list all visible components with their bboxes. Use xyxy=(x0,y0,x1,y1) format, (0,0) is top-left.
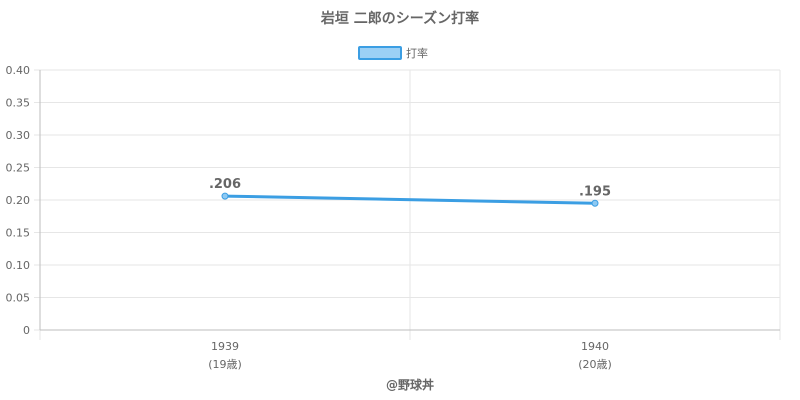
x-tick-sublabel: (20歳) xyxy=(578,358,612,371)
y-tick-label: 0.20 xyxy=(6,194,31,207)
footer-credit: @野球丼 xyxy=(386,377,434,392)
series-line xyxy=(224,194,596,205)
y-tick-label: 0 xyxy=(23,324,30,337)
legend-label: 打率 xyxy=(406,46,428,60)
y-tick-label: 0.15 xyxy=(6,227,31,240)
grid xyxy=(34,69,781,340)
y-tick-label: 0.05 xyxy=(6,292,31,305)
y-tick-label: 0.35 xyxy=(6,97,31,110)
y-tick-label: 0.40 xyxy=(6,64,31,77)
data-label: .206 xyxy=(209,177,241,192)
data-label: .195 xyxy=(579,184,611,199)
axes: 0 0.05 0.10 0.15 0.20 0.25 0.30 0.35 0.40 1939 (19… xyxy=(6,64,780,371)
y-tick-label: 0.25 xyxy=(6,162,31,175)
data-point[interactable] xyxy=(591,199,599,207)
x-tick-label: 1939 xyxy=(211,340,239,353)
legend-swatch xyxy=(358,46,402,60)
data-labels: .206 .195 xyxy=(209,177,611,199)
legend[interactable]: 打率 xyxy=(358,46,428,60)
x-tick-sublabel: (19歳) xyxy=(208,358,242,371)
data-point[interactable] xyxy=(221,192,229,200)
y-tick-label: 0.10 xyxy=(6,259,31,272)
series-batting-average xyxy=(221,192,599,207)
x-tick-label: 1940 xyxy=(581,340,609,353)
y-tick-label: 0.30 xyxy=(6,129,31,142)
chart-title: 岩垣 二郎のシーズン打率 xyxy=(320,10,479,27)
